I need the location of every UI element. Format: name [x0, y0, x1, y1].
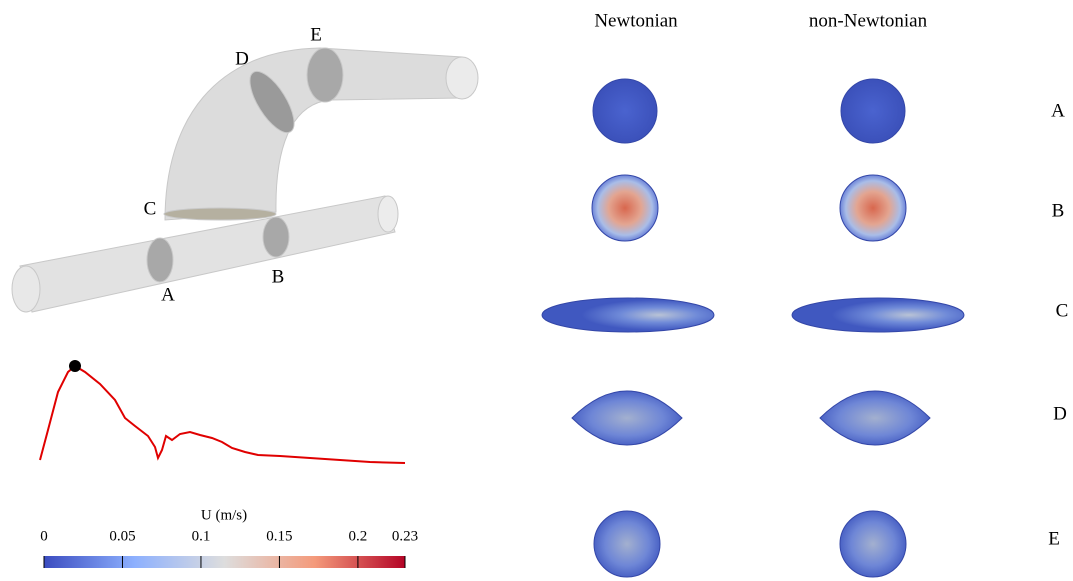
geometry-label: E — [310, 24, 322, 45]
section-d — [249, 70, 295, 134]
colorbar-tick-label: 0.15 — [266, 528, 292, 544]
row-label: D — [1053, 403, 1067, 424]
column-header: Newtonian — [594, 10, 678, 31]
colorbar-tick-label: 0.05 — [109, 528, 135, 544]
section-grid — [541, 78, 965, 578]
pipe-end — [445, 56, 479, 100]
colorbar-tick-label: 0.1 — [192, 528, 211, 544]
section-b-non-newtonian — [839, 174, 907, 242]
section-e-non-newtonian — [839, 510, 907, 578]
colorbar-tick-label: 0 — [40, 528, 48, 544]
section-a-newtonian — [592, 78, 658, 144]
colorbar — [44, 556, 405, 568]
section-c — [163, 207, 277, 221]
row-label: C — [1056, 300, 1069, 321]
section-e-newtonian — [593, 510, 661, 578]
section-b-newtonian — [591, 174, 659, 242]
colorbar-title: U (m/s) — [201, 507, 247, 523]
row-label: A — [1051, 100, 1065, 121]
section-b — [262, 216, 290, 258]
pipe-end — [377, 195, 399, 233]
row-label: B — [1052, 200, 1065, 221]
geometry-label: C — [144, 198, 157, 219]
section-c-non-newtonian — [791, 297, 965, 333]
section-c-newtonian — [541, 297, 715, 333]
waveform — [39, 364, 406, 464]
section-a-non-newtonian — [840, 78, 906, 144]
colorbar-tick-label: 0.2 — [349, 528, 368, 544]
pipe-geometry — [11, 47, 479, 313]
colorbar-tick-label: 0.23 — [392, 528, 418, 544]
geometry-label: D — [235, 48, 249, 69]
column-header: non-Newtonian — [809, 10, 928, 31]
row-label: E — [1048, 528, 1060, 549]
geometry-label: B — [272, 266, 285, 287]
section-d-newtonian — [571, 390, 683, 446]
pipe-end — [11, 265, 41, 313]
geometry-label: A — [161, 284, 175, 305]
section-e — [306, 47, 344, 103]
bend-pipe — [164, 47, 463, 221]
time-marker — [69, 360, 81, 372]
section-a — [146, 237, 174, 283]
section-d-non-newtonian — [819, 390, 931, 446]
